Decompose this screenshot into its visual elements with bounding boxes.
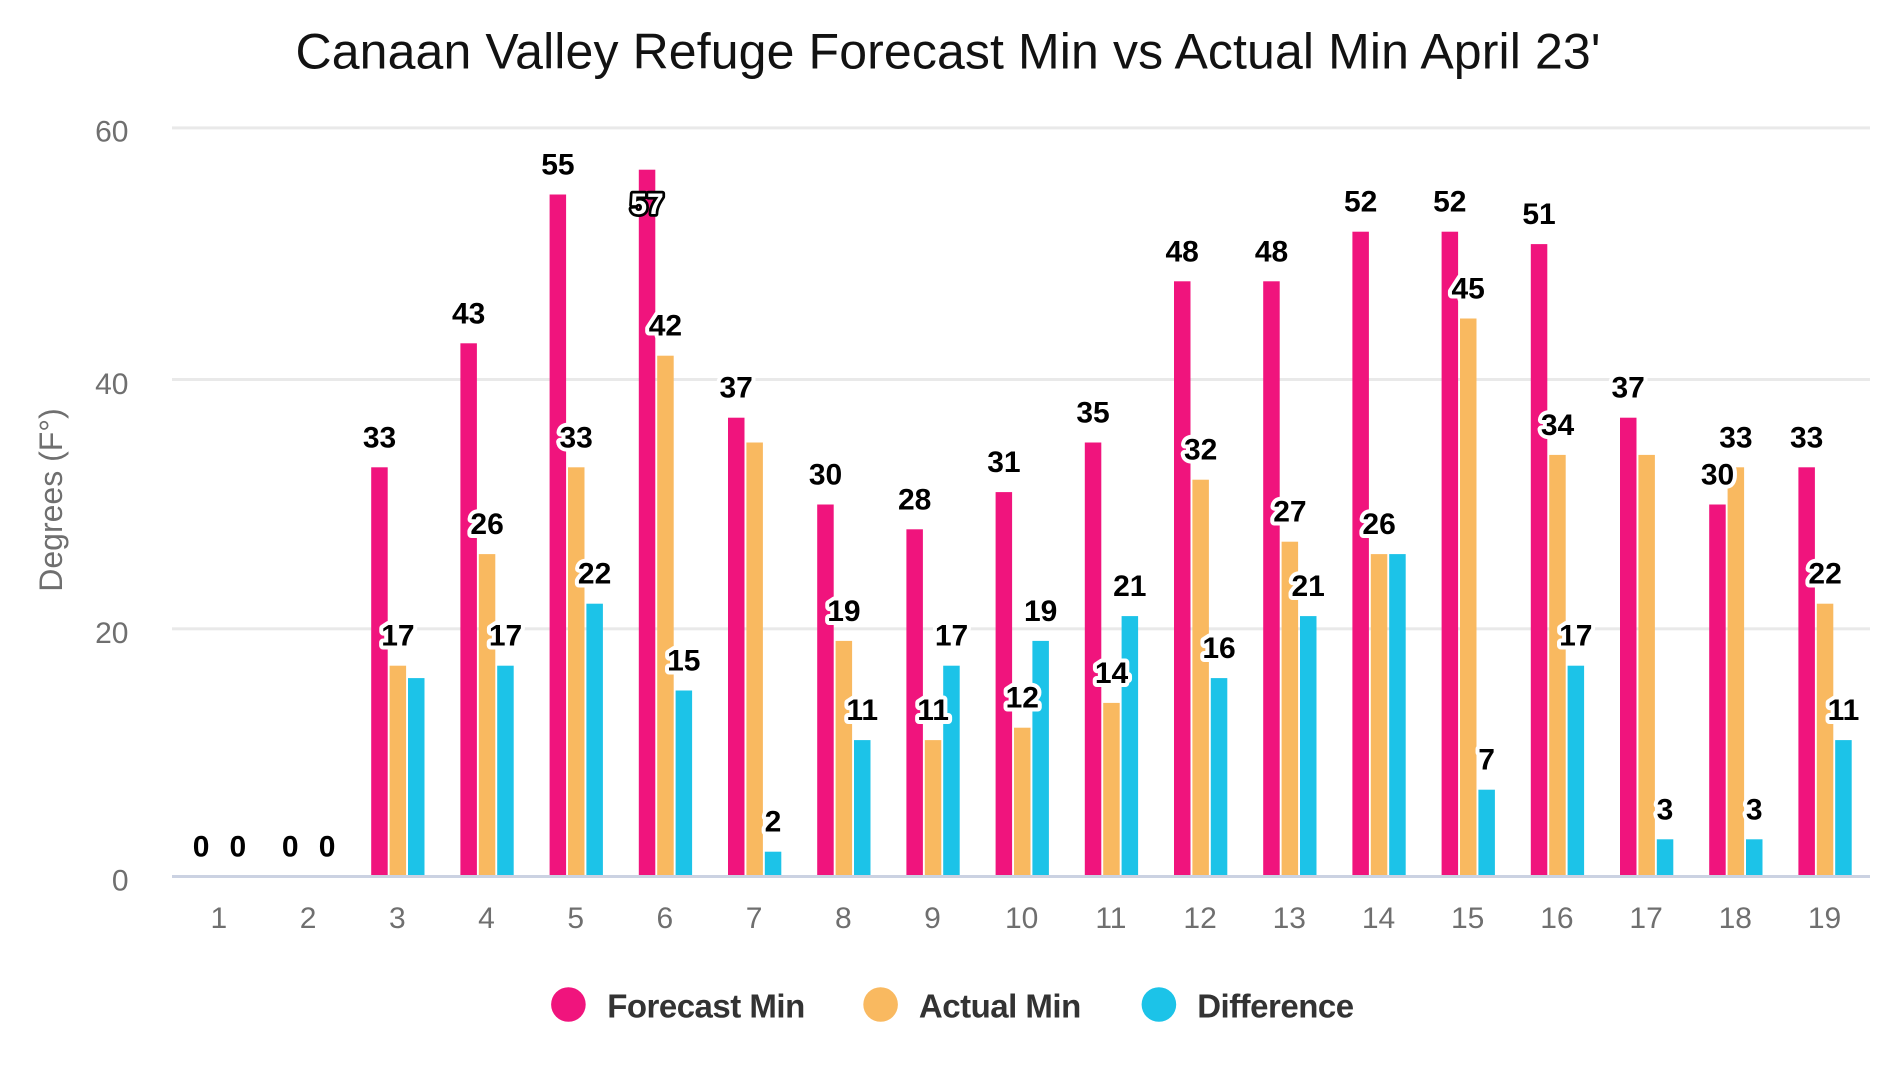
svg-text:35: 35 xyxy=(1076,397,1109,430)
svg-text:31: 31 xyxy=(987,446,1020,479)
svg-text:32: 32 xyxy=(1184,434,1217,467)
svg-text:37: 37 xyxy=(1612,372,1645,405)
svg-text:55: 55 xyxy=(541,149,574,182)
svg-text:7: 7 xyxy=(746,902,763,935)
svg-text:5: 5 xyxy=(567,902,584,935)
svg-text:42: 42 xyxy=(649,310,682,343)
svg-text:3: 3 xyxy=(389,902,406,935)
svg-text:2: 2 xyxy=(765,806,782,839)
svg-text:45: 45 xyxy=(1452,273,1485,306)
svg-text:16: 16 xyxy=(1540,902,1573,935)
svg-text:17: 17 xyxy=(935,620,968,653)
svg-text:26: 26 xyxy=(1362,508,1395,541)
svg-text:60: 60 xyxy=(95,115,128,148)
svg-text:9: 9 xyxy=(924,902,941,935)
svg-text:37: 37 xyxy=(720,372,753,405)
svg-text:3: 3 xyxy=(1657,793,1674,826)
svg-text:33: 33 xyxy=(1790,421,1823,454)
svg-text:Degrees (F°): Degrees (F°) xyxy=(33,408,69,592)
svg-text:21: 21 xyxy=(1113,570,1146,603)
svg-text:11: 11 xyxy=(917,694,949,727)
svg-text:20: 20 xyxy=(95,617,128,650)
svg-text:15: 15 xyxy=(667,645,700,678)
svg-text:51: 51 xyxy=(1522,198,1555,231)
svg-text:17: 17 xyxy=(489,620,522,653)
svg-text:48: 48 xyxy=(1255,235,1288,268)
svg-text:19: 19 xyxy=(827,595,860,628)
svg-text:33: 33 xyxy=(1719,421,1752,454)
svg-text:57: 57 xyxy=(630,188,663,221)
svg-text:Difference: Difference xyxy=(1197,988,1354,1025)
svg-text:30: 30 xyxy=(809,459,842,492)
svg-text:Forecast Min: Forecast Min xyxy=(607,988,805,1025)
svg-text:48: 48 xyxy=(1166,235,1199,268)
svg-text:18: 18 xyxy=(1719,902,1752,935)
svg-text:15: 15 xyxy=(1451,902,1484,935)
svg-text:52: 52 xyxy=(1344,186,1377,219)
svg-text:33: 33 xyxy=(560,421,593,454)
svg-text:7: 7 xyxy=(1478,744,1495,777)
svg-text:8: 8 xyxy=(835,902,852,935)
svg-text:17: 17 xyxy=(1629,902,1662,935)
svg-text:11: 11 xyxy=(1095,902,1126,935)
svg-text:0: 0 xyxy=(193,831,210,864)
svg-text:12: 12 xyxy=(1183,902,1216,935)
svg-text:4: 4 xyxy=(478,902,495,935)
svg-text:0: 0 xyxy=(112,865,129,898)
svg-text:13: 13 xyxy=(1273,902,1306,935)
svg-text:11: 11 xyxy=(846,694,878,727)
svg-text:19: 19 xyxy=(1024,595,1057,628)
svg-text:16: 16 xyxy=(1202,632,1235,665)
svg-text:6: 6 xyxy=(657,902,674,935)
svg-text:30: 30 xyxy=(1701,459,1734,492)
svg-text:Actual Min: Actual Min xyxy=(919,988,1081,1025)
svg-text:14: 14 xyxy=(1095,657,1129,690)
svg-text:52: 52 xyxy=(1433,186,1466,219)
svg-text:26: 26 xyxy=(470,508,503,541)
svg-text:0: 0 xyxy=(319,831,336,864)
svg-text:11: 11 xyxy=(1828,694,1860,727)
svg-text:22: 22 xyxy=(578,558,611,591)
svg-text:0: 0 xyxy=(230,831,247,864)
svg-text:40: 40 xyxy=(95,368,128,401)
svg-text:2: 2 xyxy=(300,902,317,935)
svg-text:22: 22 xyxy=(1808,558,1841,591)
svg-text:12: 12 xyxy=(1006,682,1039,715)
svg-text:34: 34 xyxy=(1541,409,1575,442)
svg-text:43: 43 xyxy=(452,297,485,330)
svg-text:14: 14 xyxy=(1362,902,1395,935)
svg-text:33: 33 xyxy=(363,421,396,454)
svg-text:17: 17 xyxy=(1559,620,1592,653)
svg-text:0: 0 xyxy=(282,831,299,864)
svg-text:17: 17 xyxy=(381,620,414,653)
svg-text:Canaan Valley Refuge Forecast: Canaan Valley Refuge Forecast Min vs Act… xyxy=(296,24,1601,80)
svg-text:28: 28 xyxy=(898,483,931,516)
svg-text:3: 3 xyxy=(1746,793,1763,826)
svg-text:10: 10 xyxy=(1005,902,1038,935)
svg-text:19: 19 xyxy=(1808,902,1841,935)
svg-text:21: 21 xyxy=(1292,570,1325,603)
svg-text:1: 1 xyxy=(211,902,228,935)
svg-text:27: 27 xyxy=(1273,496,1306,529)
